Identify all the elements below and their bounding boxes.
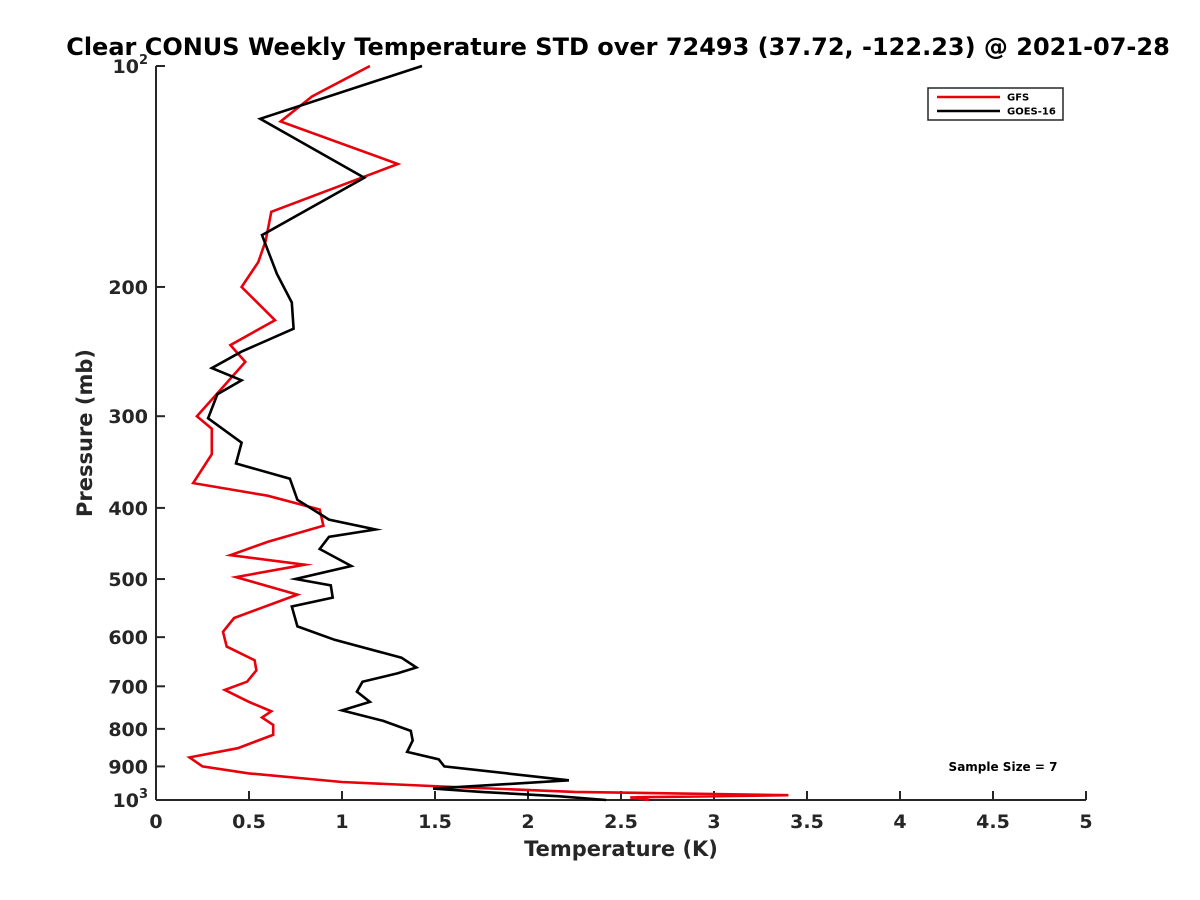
x-tick-label: 1.5 bbox=[418, 811, 452, 833]
y-tick-label: 600 bbox=[108, 627, 148, 649]
plot-area bbox=[155, 66, 1086, 801]
legend-label: GFS bbox=[1007, 93, 1029, 104]
y-tick-label: 900 bbox=[108, 756, 148, 778]
y-tick-exponent: 2 bbox=[139, 53, 148, 68]
sample-size-annotation: Sample Size = 7 bbox=[949, 760, 1058, 774]
y-tick-label: 102 bbox=[113, 53, 149, 78]
y-tick-label: 400 bbox=[108, 498, 148, 520]
legend: GFS GOES-16 bbox=[927, 87, 1064, 121]
x-axis-label: Temperature (K) bbox=[524, 837, 718, 861]
x-tick-label: 3.5 bbox=[790, 811, 824, 833]
legend-label: GOES-16 bbox=[1007, 107, 1056, 118]
y-tick-label: 300 bbox=[108, 406, 148, 428]
x-ticks: 0 0.5 1 1.5 2 2.5 3 3.5 4 4.5 5 bbox=[149, 791, 1093, 833]
x-tick-label: 5 bbox=[1079, 811, 1092, 833]
y-tick-base: 10 bbox=[113, 56, 139, 78]
x-tick-label: 2 bbox=[521, 811, 534, 833]
y-tick-label: 500 bbox=[108, 569, 148, 591]
y-axis-label: Pressure (mb) bbox=[73, 349, 97, 517]
series-line-goes-16 bbox=[206, 64, 607, 802]
x-tick-label: 2.5 bbox=[604, 811, 638, 833]
x-tick-label: 1 bbox=[335, 811, 348, 833]
y-tick-base: 10 bbox=[113, 790, 139, 812]
legend-box bbox=[927, 87, 1064, 121]
y-tick-label: 103 bbox=[113, 787, 149, 812]
y-tick-label: 200 bbox=[108, 277, 148, 299]
x-tick-label: 4.5 bbox=[976, 811, 1010, 833]
y-tick-label: 800 bbox=[108, 719, 148, 741]
x-tick-label: 0 bbox=[149, 811, 162, 833]
series-line-gfs bbox=[186, 64, 789, 802]
x-tick-label: 4 bbox=[893, 811, 906, 833]
y-tick-label: 700 bbox=[108, 676, 148, 698]
chart-title: Clear CONUS Weekly Temperature STD over … bbox=[66, 33, 1170, 61]
x-tick-label: 3 bbox=[707, 811, 720, 833]
x-tick-label: 0.5 bbox=[232, 811, 266, 833]
y-tick-exponent: 3 bbox=[139, 787, 148, 802]
series-lines bbox=[186, 64, 789, 802]
